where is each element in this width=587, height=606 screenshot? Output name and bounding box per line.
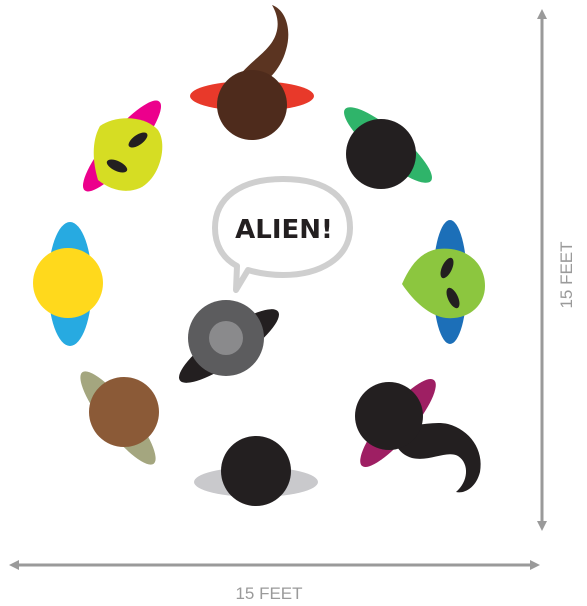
alien-head xyxy=(93,118,163,191)
head xyxy=(89,377,159,447)
person-lower-right xyxy=(355,379,481,493)
head xyxy=(346,119,416,189)
hair-tail xyxy=(236,5,289,90)
alien-eye-icon xyxy=(440,257,454,279)
person-right-alien xyxy=(402,220,485,344)
speech-bubble-shape xyxy=(212,176,353,293)
alien-head xyxy=(402,248,485,319)
head xyxy=(355,382,423,450)
width-label: 15 FEET xyxy=(235,584,302,603)
person-center-speaker xyxy=(179,300,279,383)
person-lower-left xyxy=(80,371,159,465)
alien-eye-icon xyxy=(106,159,128,173)
width-dimension: 15 FEET xyxy=(9,560,540,603)
person-upper-right xyxy=(344,107,432,189)
person-left xyxy=(33,222,103,346)
head xyxy=(217,70,287,140)
head xyxy=(221,436,291,506)
person-upper-left-alien xyxy=(82,100,163,192)
alien-eye-icon xyxy=(128,132,148,148)
person-top xyxy=(190,5,314,140)
head xyxy=(33,248,103,318)
speech-bubble-text: ALIEN! xyxy=(235,215,333,245)
person-bottom xyxy=(194,436,318,506)
height-dimension: 15 FEET xyxy=(537,8,576,531)
height-label: 15 FEET xyxy=(557,241,576,308)
head-highlight xyxy=(209,321,243,355)
speech-bubble: ALIEN! xyxy=(212,176,353,293)
alien-eye-icon xyxy=(446,287,460,309)
